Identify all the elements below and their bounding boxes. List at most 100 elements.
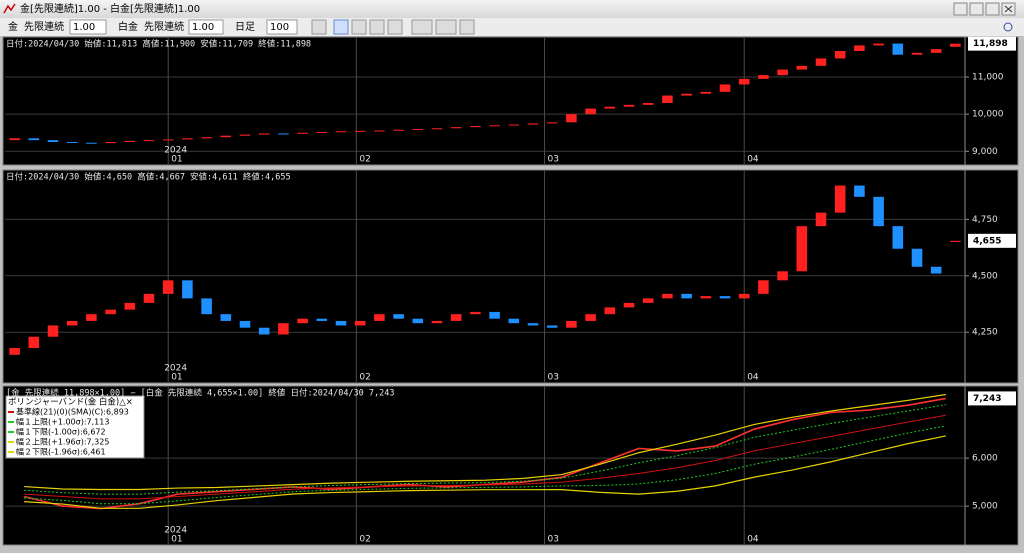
candle-body bbox=[239, 320, 251, 328]
candle-body bbox=[431, 128, 443, 130]
x-tick-label: 02 bbox=[359, 155, 370, 165]
panel-header: 日付:2024/04/30 始値:4,650 高値:4,667 安値:4,611… bbox=[6, 172, 291, 183]
candle-body bbox=[374, 314, 385, 321]
tool-button[interactable] bbox=[311, 19, 327, 35]
candle-body bbox=[854, 185, 865, 197]
candle-body bbox=[9, 138, 20, 141]
minimize-button[interactable] bbox=[969, 2, 984, 16]
y-tick-label: 10,000 bbox=[972, 110, 1004, 120]
close-icon bbox=[1004, 5, 1013, 13]
y-tick-label: 9,000 bbox=[972, 147, 998, 157]
window-title: 金[先限連続]1.00 - 白金[先限連続]1.00 bbox=[20, 2, 200, 15]
candle-body bbox=[105, 142, 116, 144]
candle-body bbox=[220, 314, 232, 321]
candle-body bbox=[892, 43, 904, 55]
candle-body bbox=[527, 123, 539, 125]
candle-body bbox=[546, 122, 558, 124]
window-buttons[interactable] bbox=[953, 2, 1016, 16]
candle-body bbox=[930, 266, 942, 274]
candle-body bbox=[220, 135, 232, 138]
x-tick-label: 03 bbox=[548, 535, 559, 545]
tool-button[interactable] bbox=[411, 19, 433, 35]
tool-button[interactable] bbox=[387, 19, 403, 35]
candle-body bbox=[47, 325, 59, 337]
candle-body bbox=[489, 311, 500, 319]
candle-body bbox=[796, 226, 808, 272]
candle-body bbox=[258, 327, 270, 335]
legend-label: 幅１上限(+1.00σ):7,113 bbox=[16, 417, 109, 427]
candle-body bbox=[662, 293, 673, 299]
maximize-button[interactable] bbox=[985, 2, 1000, 16]
candle-body bbox=[642, 103, 654, 105]
candle-body bbox=[66, 142, 78, 143]
last-price-tag bbox=[968, 36, 1016, 51]
title-bar bbox=[0, 0, 1024, 18]
tool-icons[interactable] bbox=[311, 19, 1013, 35]
toolbar bbox=[0, 18, 1024, 36]
candle-body bbox=[28, 336, 40, 349]
legend-label: 幅２上限(+1.96σ):7,325 bbox=[16, 437, 109, 447]
candle-body bbox=[719, 296, 731, 299]
candle-body bbox=[815, 212, 827, 227]
y-tick-label: 4,750 bbox=[972, 215, 998, 225]
panel bbox=[2, 36, 1019, 166]
candle-body bbox=[662, 95, 673, 103]
tool-button[interactable] bbox=[333, 19, 349, 35]
candle-body bbox=[278, 323, 289, 335]
legend-box bbox=[5, 395, 145, 459]
candle-body bbox=[28, 138, 40, 141]
candle-body bbox=[700, 296, 712, 299]
period-select[interactable]: 日足 bbox=[235, 21, 255, 33]
candle-body bbox=[546, 325, 558, 328]
multiplier-value: 1.00 bbox=[192, 22, 214, 33]
tool-button[interactable] bbox=[435, 19, 457, 35]
x-tick-label: 02 bbox=[359, 373, 370, 383]
x-tick-label: 01 bbox=[171, 535, 182, 545]
x-tick-label: 03 bbox=[548, 373, 559, 383]
candle-body bbox=[9, 348, 20, 355]
candle-body bbox=[470, 311, 481, 315]
panel-header: 日付:2024/04/30 始値:11,813 高値:11,900 安値:11,… bbox=[6, 39, 311, 50]
candle-body bbox=[508, 124, 520, 126]
multiplier-value: 1.00 bbox=[73, 22, 95, 33]
last-price-label: 4,655 bbox=[973, 236, 1001, 246]
candle-body bbox=[815, 58, 827, 66]
candle-body bbox=[930, 49, 942, 53]
tool-button[interactable] bbox=[351, 19, 367, 35]
candle-body bbox=[66, 320, 78, 326]
candle-body bbox=[124, 302, 136, 310]
candle-body bbox=[777, 69, 788, 76]
tool-button[interactable] bbox=[459, 19, 475, 35]
candle-body bbox=[182, 280, 193, 299]
symbol-label: 金 bbox=[8, 20, 18, 33]
multiplier-input[interactable] bbox=[69, 19, 107, 35]
candle-body bbox=[335, 131, 347, 133]
legend-label: 基準線(21)(0)(SMA)(C):6,893 bbox=[16, 407, 129, 417]
candle-body bbox=[777, 271, 788, 281]
count-input[interactable] bbox=[266, 19, 298, 35]
candle-body bbox=[258, 133, 270, 135]
candle-body bbox=[681, 293, 692, 299]
series-line bbox=[24, 435, 946, 509]
x-tick-label: 03 bbox=[548, 155, 559, 165]
count-value: 100 bbox=[270, 22, 289, 33]
candle-body bbox=[566, 320, 577, 328]
restore-button[interactable] bbox=[953, 2, 968, 16]
x-tick-label: 04 bbox=[747, 155, 759, 165]
last-price-label: 11,898 bbox=[973, 39, 1008, 49]
candle-body bbox=[950, 240, 961, 242]
x-tick-label: 02 bbox=[359, 535, 370, 545]
year-label: 2024 bbox=[164, 526, 187, 536]
candle-body bbox=[834, 185, 846, 213]
tool-button[interactable] bbox=[369, 19, 385, 35]
x-tick-label: 01 bbox=[171, 155, 182, 165]
candle-body bbox=[450, 127, 462, 129]
last-price-tag bbox=[968, 233, 1016, 248]
candle-body bbox=[86, 142, 97, 144]
candle-body bbox=[47, 140, 59, 142]
multiplier-input[interactable] bbox=[188, 19, 224, 35]
search-icon[interactable] bbox=[1003, 22, 1013, 32]
year-label: 2024 bbox=[164, 364, 187, 374]
candle-body bbox=[335, 320, 347, 326]
